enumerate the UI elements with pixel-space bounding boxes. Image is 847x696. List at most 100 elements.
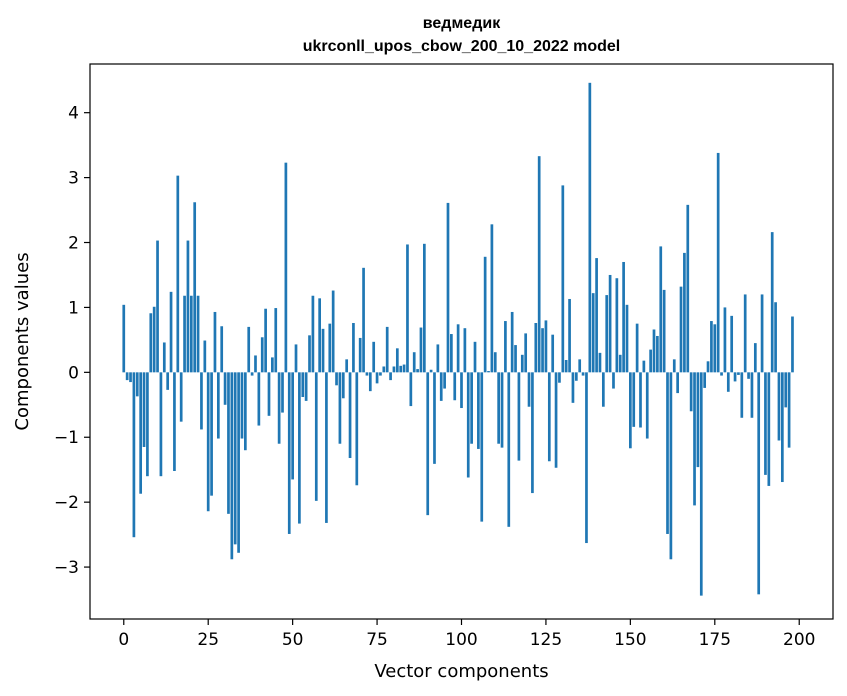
bar-106 xyxy=(480,372,484,522)
bar-132 xyxy=(568,298,571,373)
plot-frame xyxy=(89,63,834,620)
x-tick-label: 175 xyxy=(699,630,731,650)
x-axis: 0 25 50 75 100 125 150 175 200 xyxy=(118,619,815,650)
bar-120 xyxy=(527,372,531,407)
bar-167 xyxy=(686,204,690,373)
bar-151 xyxy=(632,372,636,427)
bar-57 xyxy=(314,372,318,501)
bar-121 xyxy=(531,372,534,494)
y-tick-label: 0 xyxy=(68,363,79,383)
bar-114 xyxy=(507,372,511,527)
bar-46 xyxy=(277,372,281,444)
x-tick-label: 100 xyxy=(445,630,477,650)
bar-105 xyxy=(477,372,480,449)
bar-140 xyxy=(595,258,598,373)
y-axis-label: Components values xyxy=(12,252,33,430)
bar-146 xyxy=(615,278,619,373)
bar-21 xyxy=(193,202,197,373)
bar-145 xyxy=(612,372,615,389)
bar-143 xyxy=(605,295,609,373)
y-tick-label: −3 xyxy=(54,558,79,578)
bar-32 xyxy=(230,372,234,560)
bar-33 xyxy=(233,372,237,545)
bar-192 xyxy=(770,232,774,373)
bar-118 xyxy=(520,354,524,373)
bar-99 xyxy=(456,324,460,373)
bar-52 xyxy=(298,372,301,524)
x-tick-label: 25 xyxy=(197,630,219,650)
bar-85 xyxy=(409,372,413,407)
bar-5 xyxy=(139,372,143,494)
y-axis: −3 −2 −1 0 1 2 3 4 xyxy=(54,104,90,578)
bar-39 xyxy=(254,355,257,373)
bar-86 xyxy=(412,352,416,373)
y-tick-label: 3 xyxy=(68,169,79,189)
bar-26 xyxy=(210,372,213,496)
bar-97 xyxy=(450,334,453,373)
bar-36 xyxy=(244,372,247,451)
bar-95 xyxy=(443,372,446,389)
bar-173 xyxy=(706,361,710,373)
bar-182 xyxy=(737,372,740,375)
bar-189 xyxy=(760,294,764,373)
bar-196 xyxy=(784,372,788,408)
bar-81 xyxy=(395,348,399,373)
bar-171 xyxy=(699,372,703,596)
bar-98 xyxy=(453,372,457,401)
bar-141 xyxy=(598,352,602,373)
bar-197 xyxy=(787,372,791,448)
bar-172 xyxy=(703,372,707,388)
bar-163 xyxy=(672,359,676,373)
bar-144 xyxy=(608,274,612,373)
bar-160 xyxy=(662,289,666,373)
bar-64 xyxy=(338,372,342,444)
bar-60 xyxy=(325,372,328,523)
bar-16 xyxy=(176,175,180,373)
bar-137 xyxy=(585,372,588,544)
bar-62 xyxy=(331,290,335,373)
bar-9 xyxy=(152,306,156,373)
bar-90 xyxy=(426,372,430,516)
bar-119 xyxy=(524,333,528,373)
bar-96 xyxy=(446,202,450,373)
bar-59 xyxy=(321,328,325,373)
bar-51 xyxy=(294,344,298,373)
bar-23 xyxy=(200,372,203,430)
bar-168 xyxy=(689,372,693,412)
bar-54 xyxy=(304,372,308,401)
bar-169 xyxy=(693,372,696,506)
x-tick-label: 75 xyxy=(366,630,388,650)
bar-56 xyxy=(311,295,315,373)
bar-174 xyxy=(710,321,713,373)
bar-123 xyxy=(537,156,541,373)
bar-128 xyxy=(554,372,558,468)
bar-24 xyxy=(203,340,207,373)
bar-91 xyxy=(429,369,433,373)
bar-30 xyxy=(223,372,227,405)
bar-179 xyxy=(726,372,730,392)
bar-154 xyxy=(642,360,646,373)
bar-103 xyxy=(470,372,473,444)
bar-148 xyxy=(622,261,625,373)
bar-55 xyxy=(308,335,311,373)
bar-131 xyxy=(564,360,568,373)
bar-135 xyxy=(578,359,582,373)
bar-133 xyxy=(571,372,575,403)
bar-38 xyxy=(250,372,254,376)
bar-111 xyxy=(497,372,500,444)
bar-190 xyxy=(764,372,767,475)
bar-67 xyxy=(348,372,352,459)
bar-29 xyxy=(220,326,224,373)
bar-17 xyxy=(179,372,183,422)
bar-122 xyxy=(534,323,538,373)
bar-43 xyxy=(267,372,271,416)
bar-186 xyxy=(750,372,754,418)
bar-175 xyxy=(713,324,717,373)
y-tick-label: 2 xyxy=(68,234,79,254)
bar-45 xyxy=(274,308,278,373)
bar-40 xyxy=(257,372,261,426)
bar-27 xyxy=(213,311,217,373)
bar-42 xyxy=(264,308,267,373)
bar-139 xyxy=(591,293,595,373)
